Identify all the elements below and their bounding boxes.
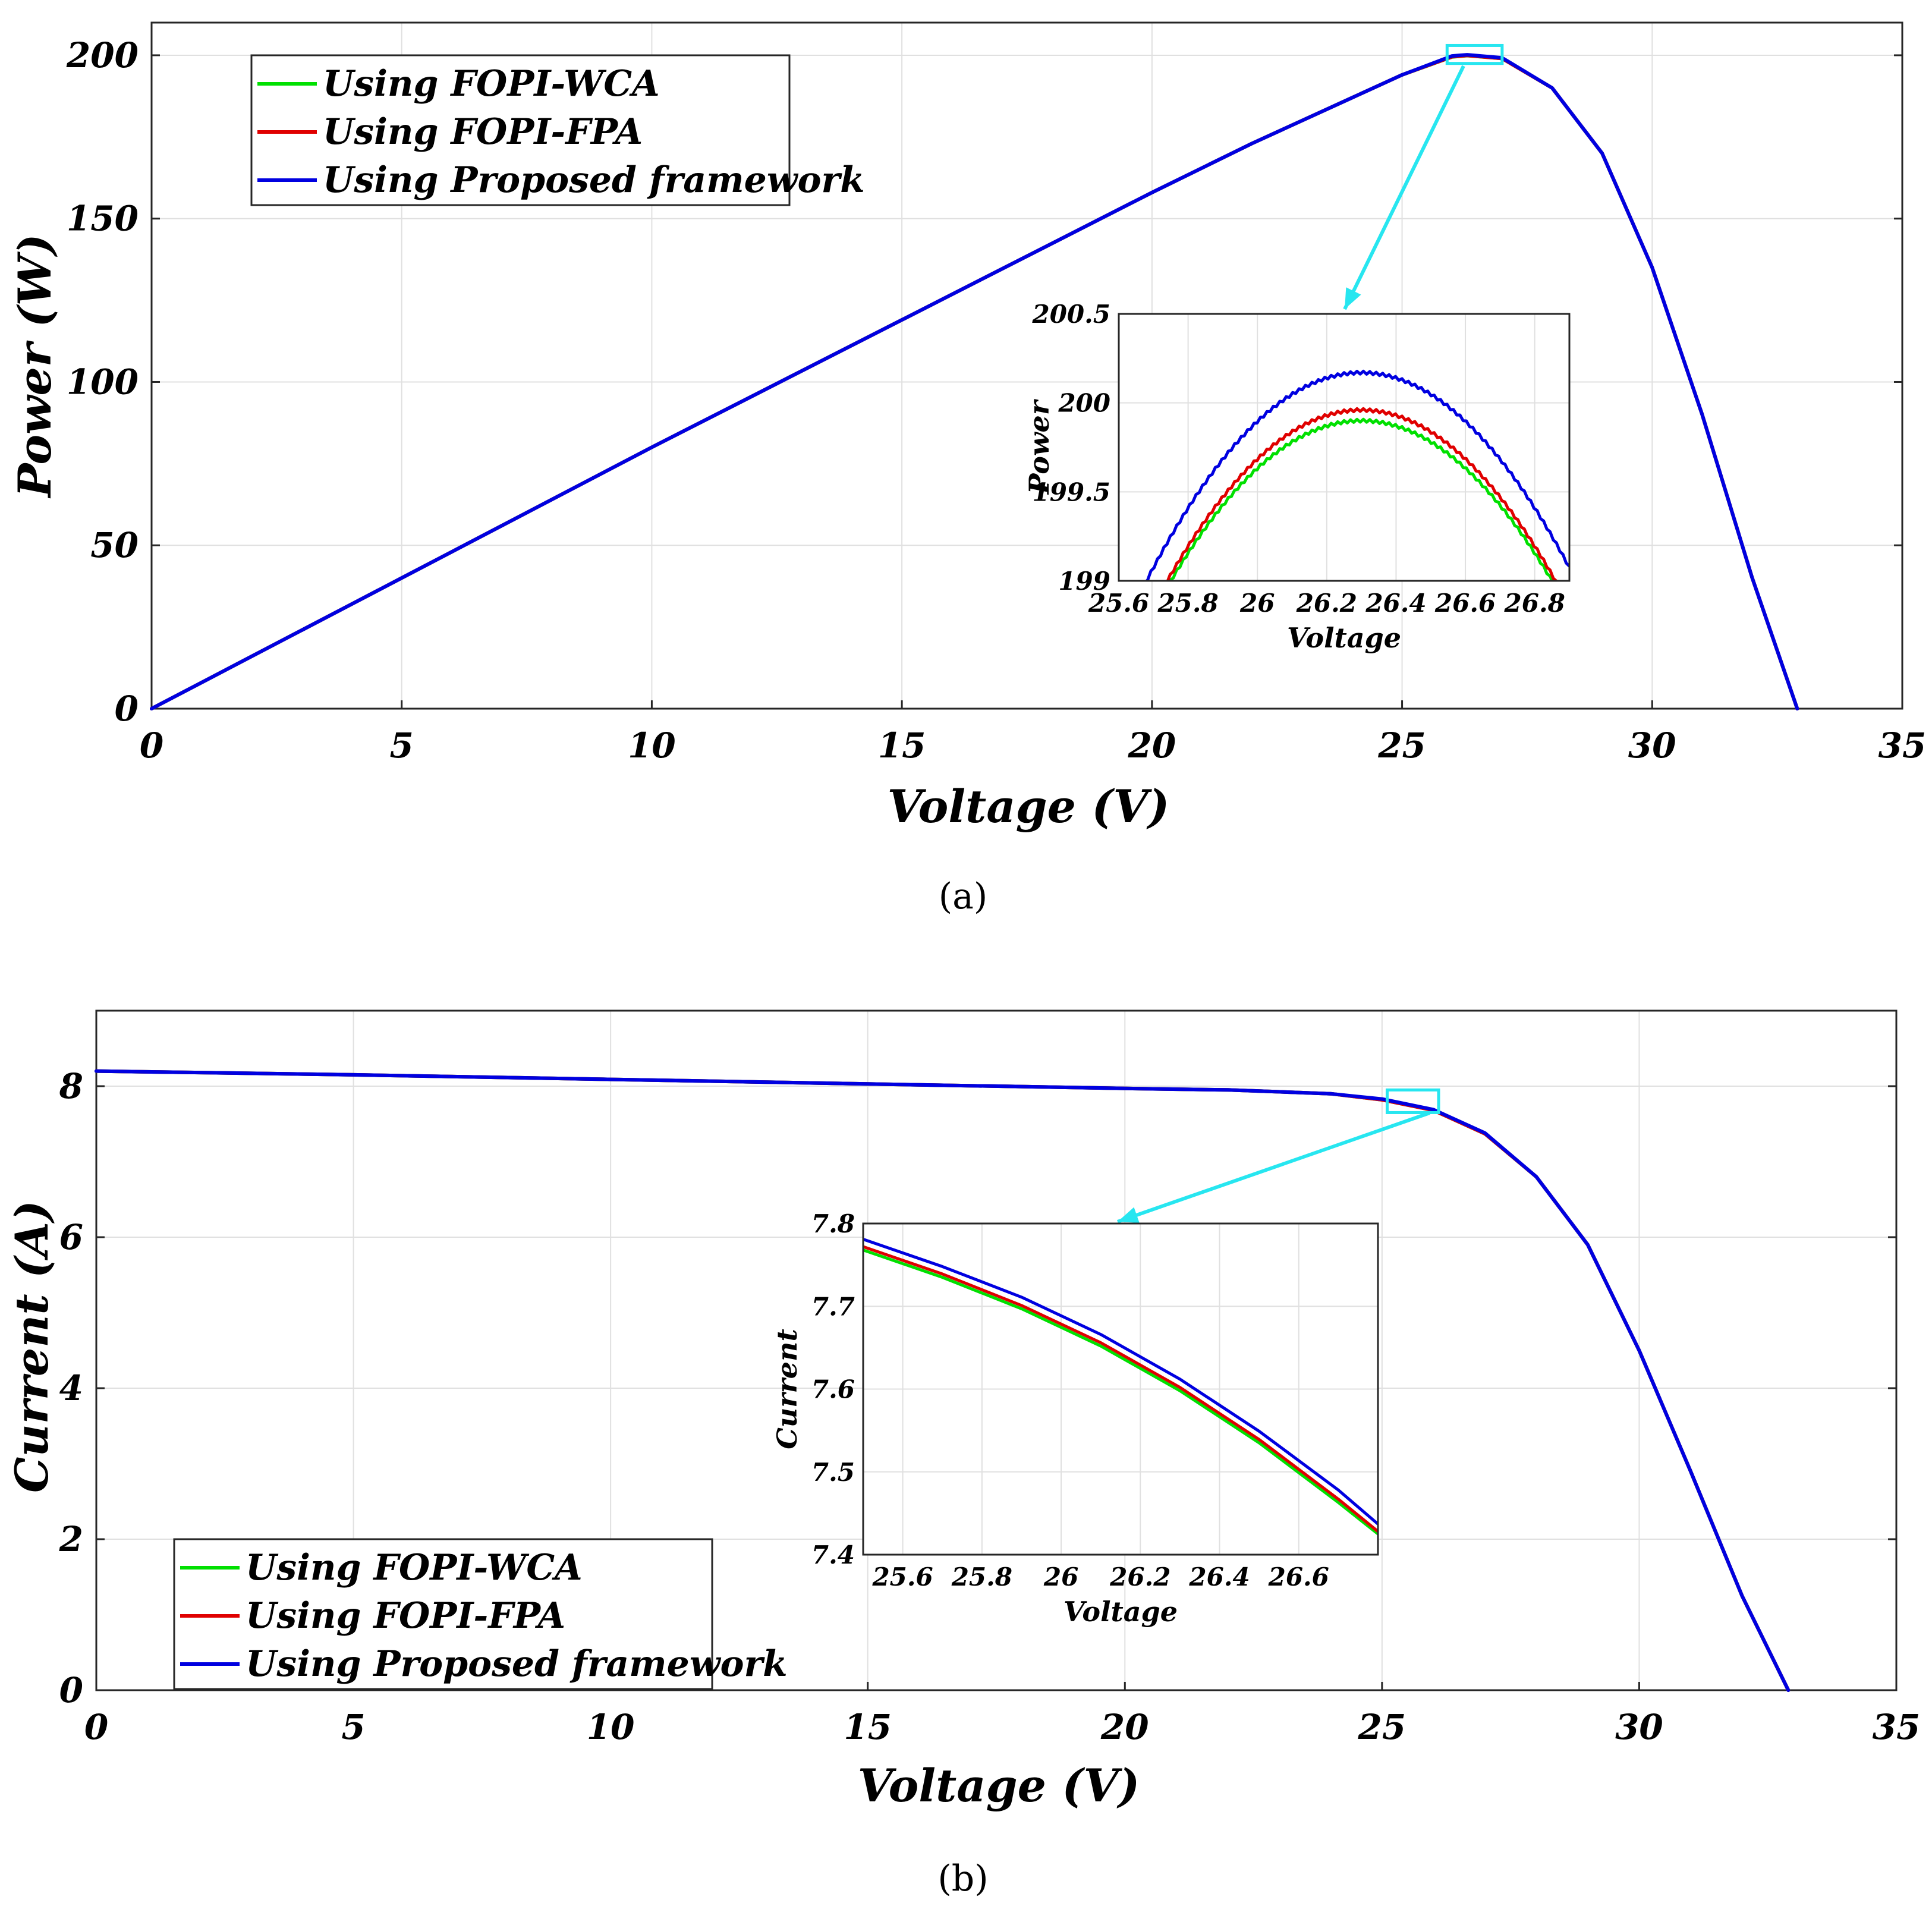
inset-x-tick-label: 26.6 — [1268, 1562, 1329, 1592]
legend: Using FOPI-WCA Using FOPI-FPA Using Propos… — [250, 54, 865, 206]
inset-y-axis-label: Power — [1023, 398, 1055, 495]
inset-y-tick-label: 7.4 — [811, 1540, 855, 1570]
inset-y-tick-label: 200 — [1058, 389, 1110, 418]
y-tick-label: 200 — [66, 35, 139, 76]
y-tick-label: 6 — [59, 1217, 83, 1257]
x-tick-label: 15 — [878, 725, 926, 766]
y-tick-label: 8 — [59, 1066, 83, 1106]
inset-x-tick-label: 26.4 — [1188, 1562, 1250, 1592]
x-tick-label: 30 — [1615, 1707, 1663, 1747]
panel-caption: (a) — [939, 876, 988, 917]
legend-label: Using Proposed framework — [323, 159, 865, 201]
x-tick-label: 15 — [844, 1707, 892, 1747]
inset-y-tick-label: 7.7 — [811, 1292, 855, 1321]
legend-label: Using FOPI-FPA — [323, 111, 643, 153]
inset-series-line-wca — [1168, 417, 1554, 581]
inset-x-tick-label: 25.8 — [951, 1562, 1012, 1592]
inset-background — [1119, 314, 1569, 581]
inset-x-tick-label: 26.6 — [1434, 589, 1496, 618]
inset-x-axis-label: Voltage — [1287, 622, 1401, 654]
inset-frame — [1118, 313, 1571, 582]
y-tick-label: 0 — [59, 1670, 83, 1710]
inset-x-tick-label: 26 — [1239, 589, 1275, 618]
inset-series-group — [1144, 369, 1569, 581]
inset-x-tick-label: 26.4 — [1365, 589, 1426, 618]
inset-y-tick-label: 7.5 — [811, 1458, 855, 1487]
x-tick-label: 20 — [1127, 725, 1176, 766]
zoom-arrow-head — [1345, 287, 1361, 309]
zoom-arrow-line — [1343, 65, 1465, 310]
inset-x-tick-label: 26 — [1043, 1562, 1078, 1592]
inset-frame — [862, 1222, 1379, 1556]
zoom-box — [1386, 1088, 1440, 1114]
inset-series-line-wca — [863, 1248, 1378, 1536]
x-tick-label: 5 — [390, 725, 414, 766]
x-tick-label: 0 — [84, 1707, 108, 1747]
x-tick-label: 5 — [341, 1707, 365, 1747]
x-tick-label: 20 — [1100, 1707, 1149, 1747]
plot-frame — [150, 21, 1903, 710]
inset-y-tick-label: 7.6 — [811, 1375, 855, 1404]
legend-label: Using FOPI-WCA — [246, 1547, 583, 1589]
inset-series-group — [863, 1238, 1378, 1536]
inset-x-axis-label: Voltage — [1063, 1596, 1178, 1628]
panel-caption: (b) — [937, 1858, 988, 1899]
inset-chart: 25.6 25.8 26 26.2 26.4 26.6 7.4 7.5 7.6 7.7 7.8 Vol… — [771, 1209, 1379, 1628]
series-line-proposed — [95, 1069, 1791, 1692]
y-tick-label: 100 — [67, 361, 139, 402]
chart-panel-b: 0 5 10 15 20 25 30 35 0 2 4 6 8 Voltage (V) Current (A… — [5, 1009, 1921, 1899]
inset-x-tick-label: 26.8 — [1504, 589, 1565, 618]
y-axis-label: Current (A) — [5, 1200, 58, 1493]
y-tick-label: 2 — [59, 1519, 83, 1559]
legend-label: Using FOPI-FPA — [246, 1595, 565, 1637]
legend-box — [173, 1538, 713, 1690]
x-tick-label: 25 — [1357, 1707, 1406, 1747]
x-tick-label: 10 — [628, 725, 676, 766]
inset-y-tick-label: 7.8 — [811, 1209, 855, 1238]
x-tick-label: 10 — [587, 1707, 635, 1747]
inset-x-tick-label: 26.2 — [1109, 1562, 1170, 1592]
inset-series-line-proposed — [863, 1238, 1378, 1526]
y-axis-label: Power (W) — [8, 234, 61, 498]
legend-label: Using FOPI-WCA — [323, 63, 660, 105]
x-tick-label: 0 — [140, 725, 163, 766]
inset-y-tick-label: 200.5 — [1031, 300, 1110, 329]
inset-y-axis-label: Current — [771, 1329, 803, 1449]
inset-x-tick-label: 25.6 — [1088, 589, 1149, 618]
y-tick-label: 150 — [67, 199, 139, 239]
inset-y-tick-label: 199 — [1058, 567, 1110, 596]
inset-x-tick-label: 25.8 — [1157, 589, 1218, 618]
x-tick-label: 35 — [1873, 1707, 1921, 1747]
x-axis-label: Voltage (V) — [858, 1759, 1140, 1812]
x-tick-label: 30 — [1628, 725, 1676, 766]
x-tick-label: 25 — [1377, 725, 1426, 766]
zoom-arrow-head — [1118, 1207, 1140, 1224]
y-tick-label: 50 — [90, 525, 139, 565]
inset-x-tick-label: 26.2 — [1296, 589, 1357, 618]
zoom-arrow-line — [1117, 1111, 1430, 1224]
inset-x-tick-label: 25.6 — [871, 1562, 933, 1592]
inset-series-line-proposed — [1144, 369, 1569, 581]
series-line-proposed — [150, 53, 1799, 710]
chart-panel-a: 0 5 10 15 20 25 30 35 0 50 100 150 200 Voltage (V) Pow… — [8, 21, 1927, 917]
legend-box — [250, 54, 791, 206]
legend-label: Using Proposed framework — [246, 1643, 788, 1685]
legend: Using FOPI-WCA Using FOPI-FPA Using Propos… — [173, 1538, 788, 1690]
x-axis-label: Voltage (V) — [888, 780, 1170, 833]
inset-series-line-fpa — [1166, 407, 1558, 581]
inset-chart: 25.6 25.8 26 26.2 26.4 26.6 26.8 199 199.5 200 200… — [1023, 300, 1571, 654]
y-tick-label: 0 — [115, 688, 139, 729]
plot-frame — [95, 1009, 1898, 1691]
inset-y-tick-label: 199.5 — [1032, 477, 1110, 507]
y-tick-label: 4 — [59, 1368, 83, 1408]
zoom-box — [1445, 43, 1504, 65]
inset-series-line-fpa — [863, 1245, 1378, 1533]
x-tick-label: 35 — [1878, 725, 1927, 766]
